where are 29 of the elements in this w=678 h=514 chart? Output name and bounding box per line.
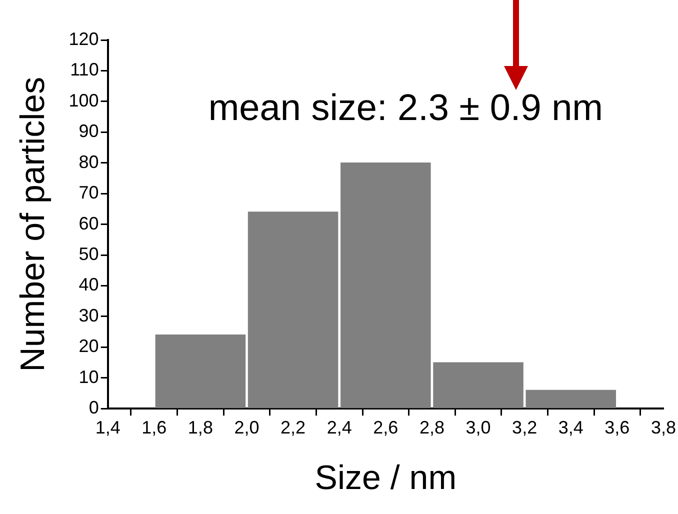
y-tick-label: 60 (78, 213, 99, 234)
x-axis-title: Size / nm (314, 458, 457, 497)
y-tick-label: 10 (78, 366, 99, 387)
y-tick-label: 80 (78, 152, 99, 172)
x-tick-label: 3,4 (558, 417, 584, 438)
x-tick-label: 3,6 (604, 417, 630, 438)
y-tick-label: 40 (78, 274, 99, 295)
y-tick-label: 20 (78, 336, 99, 356)
x-tick-label: 2,6 (373, 417, 398, 438)
x-tick-label: 3,2 (512, 417, 538, 438)
x-tick-label: 1,6 (142, 417, 167, 438)
x-tick-label: 2,8 (419, 417, 444, 438)
y-axis-title: Number of particles (14, 76, 52, 372)
annotation: mean size: 2.3 ± 0.9 nm (208, 87, 603, 128)
y-tick-label: 120 (68, 28, 99, 49)
x-tick-label: 3,8 (650, 417, 676, 438)
x-tick-label: 3,0 (466, 417, 491, 438)
y-tick-label: 110 (70, 60, 99, 80)
x-tick-label: 2,2 (280, 417, 306, 438)
x-tick-label: 2,0 (234, 417, 260, 438)
y-tick-label: 0 (88, 398, 99, 418)
x-tick-label: 2,4 (326, 417, 352, 438)
x-tick-label: 1,4 (95, 417, 120, 438)
y-tick-label: 70 (78, 182, 99, 203)
y-tick-label: 30 (78, 305, 99, 326)
y-tick-label: 50 (78, 244, 99, 264)
y-tick-label: 90 (78, 121, 99, 142)
y-tick-label: 100 (68, 90, 99, 110)
x-tick-label: 1,8 (188, 417, 213, 438)
